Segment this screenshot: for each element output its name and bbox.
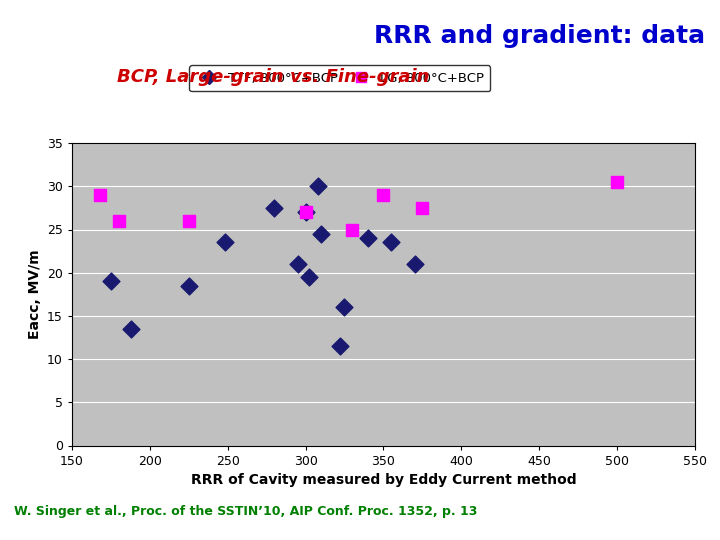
TTF, 800°C+BCP: [409, 260, 420, 268]
TTF, 800°C+BCP: [362, 234, 374, 242]
LG, 800°C+BCP: [377, 191, 389, 199]
LG, 800°C+BCP: [113, 217, 125, 225]
TTF, 800°C+BCP: [338, 303, 350, 312]
TTF, 800°C+BCP: [269, 204, 280, 212]
TTF, 800°C+BCP: [385, 238, 397, 247]
TTF, 800°C+BCP: [303, 273, 315, 281]
Text: W. Singer et al., Proc. of the SSTIN’10, AIP Conf. Proc. 1352, p. 13: W. Singer et al., Proc. of the SSTIN’10,…: [14, 505, 478, 518]
LG, 800°C+BCP: [346, 225, 358, 234]
TTF, 800°C+BCP: [300, 208, 311, 217]
TTF, 800°C+BCP: [315, 230, 327, 238]
TTF, 800°C+BCP: [334, 342, 346, 350]
Y-axis label: Eacc, MV/m: Eacc, MV/m: [27, 249, 42, 339]
LG, 800°C+BCP: [94, 191, 106, 199]
X-axis label: RRR of Cavity measured by Eddy Current method: RRR of Cavity measured by Eddy Current m…: [191, 473, 576, 487]
TTF, 800°C+BCP: [183, 281, 194, 290]
LG, 800°C+BCP: [417, 204, 428, 212]
LG, 800°C+BCP: [183, 217, 194, 225]
TTF, 800°C+BCP: [312, 182, 324, 191]
Text: RRR and gradient: data: RRR and gradient: data: [374, 24, 706, 48]
TTF, 800°C+BCP: [219, 238, 230, 247]
TTF, 800°C+BCP: [105, 277, 117, 286]
TTF, 800°C+BCP: [125, 325, 137, 333]
LG, 800°C+BCP: [611, 178, 623, 186]
Legend: TTF, 800°C+BCP, LG, 800°C+BCP: TTF, 800°C+BCP, LG, 800°C+BCP: [189, 65, 490, 91]
Text: BCP, Large-grain vs. Fine-grain: BCP, Large-grain vs. Fine-grain: [117, 68, 430, 85]
LG, 800°C+BCP: [300, 208, 311, 217]
TTF, 800°C+BCP: [292, 260, 304, 268]
